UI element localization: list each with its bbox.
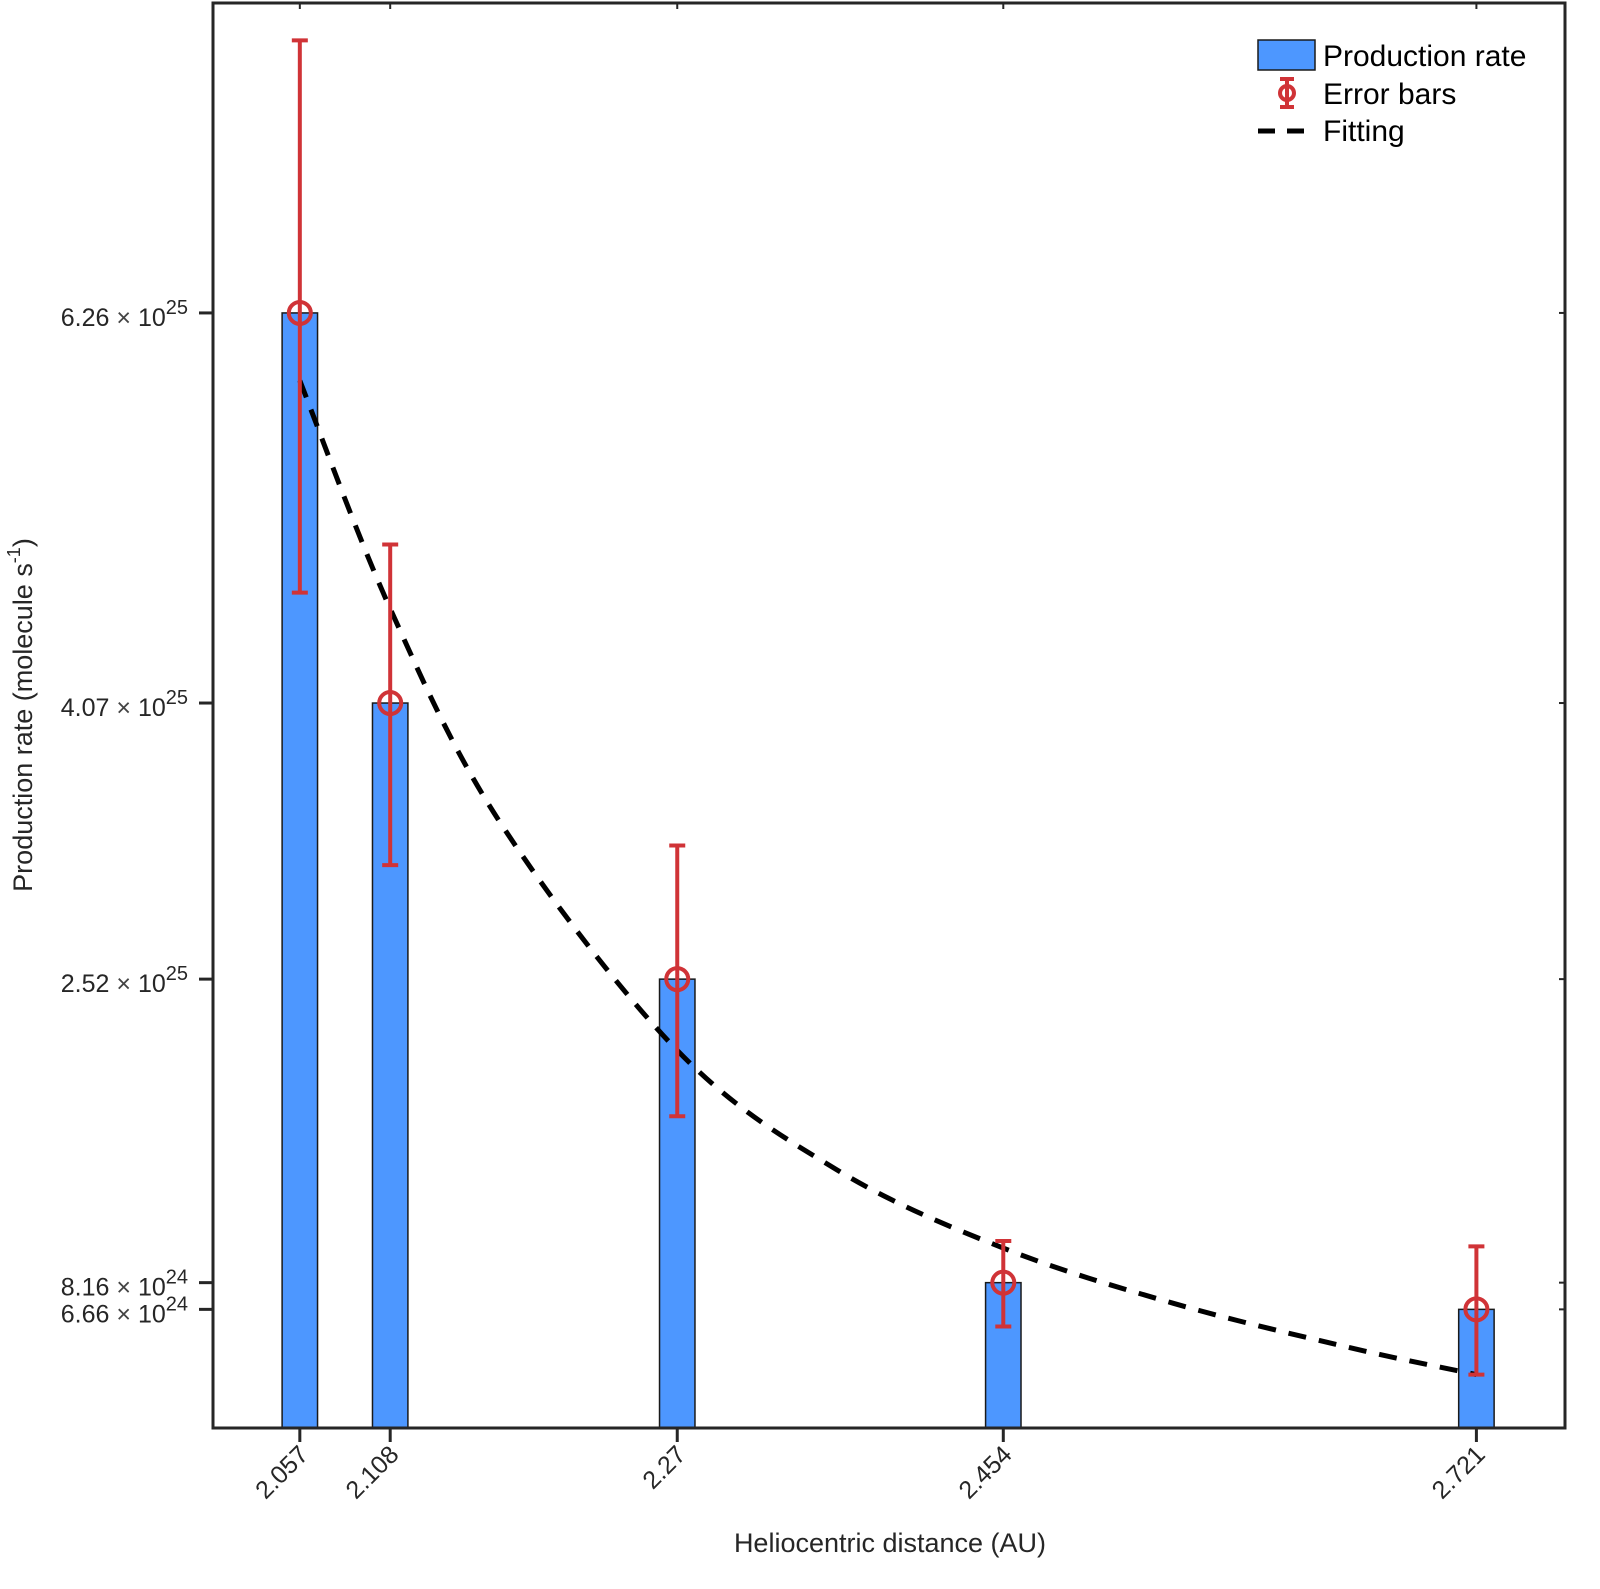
y-tick-times: ×: [116, 970, 138, 998]
error-bar-2.721: [1463, 1244, 1490, 1377]
x-tick-label: 2.108: [340, 1440, 404, 1504]
x-tick-label: 2.057: [250, 1440, 314, 1504]
legend: Production rate Error bars Fitting: [1257, 39, 1526, 148]
bar-2.454: [984, 1281, 1022, 1429]
y-tick-base: 10: [138, 1274, 166, 1302]
plot-background: [213, 3, 1565, 1428]
y-axis-title-close: ): [8, 538, 38, 547]
y-tick-label: 4.07 × 1025: [61, 687, 188, 722]
error-bar-marker: [664, 966, 691, 993]
y-tick-label: 6.26 × 1025: [61, 297, 188, 332]
error-bar-marker: [1463, 1296, 1490, 1323]
x-tick-label: 2.27: [637, 1440, 691, 1494]
y-axis-title: Production rate (molecule s-1): [4, 538, 38, 892]
y-tick-mantissa: 4.07: [61, 694, 117, 722]
y-tick-times: ×: [116, 1274, 138, 1302]
error-bars: [286, 38, 1490, 1377]
y-tick-mantissa: 8.16: [61, 1274, 117, 1302]
y-tick-label: 6.66 × 1024: [61, 1293, 188, 1328]
y-tick-times: ×: [116, 1300, 138, 1328]
y-tick-times: ×: [116, 304, 138, 332]
legend-label-fitting: Fitting: [1323, 115, 1405, 148]
y-tick-base: 10: [138, 694, 166, 722]
y-tick-times: ×: [116, 694, 138, 722]
error-bar-2.454: [990, 1238, 1017, 1329]
legend-label-error-bars: Error bars: [1323, 78, 1456, 111]
x-tick-label: 2.721: [1427, 1440, 1491, 1504]
error-bar-marker: [990, 1269, 1017, 1296]
y-tick-exponent: 24: [166, 1293, 188, 1315]
error-bar-2.108: [377, 542, 404, 868]
error-bar-2.27: [664, 843, 691, 1119]
y-tick-base: 10: [138, 970, 166, 998]
y-tick-exponent: 25: [166, 687, 188, 709]
error-bar-marker: [286, 299, 313, 326]
legend-label-production-rate: Production rate: [1323, 40, 1526, 73]
y-tick-mantissa: 6.26: [61, 304, 117, 332]
y-tick-base: 10: [138, 1300, 166, 1328]
y-tick-mantissa: 6.66: [61, 1300, 117, 1328]
y-tick-exponent: 25: [166, 963, 188, 985]
plot-area: [213, 3, 1565, 1428]
y-tick-exponent: 25: [166, 297, 188, 319]
y-axis-title-sup: -1: [4, 547, 24, 563]
axes-frame: [211, 1, 1567, 1430]
y-tick-base: 10: [138, 304, 166, 332]
legend-errorbar-icon: [1278, 77, 1296, 109]
y-tick-label: 2.52 × 1025: [61, 963, 188, 998]
legend-swatch-production-rate: [1257, 39, 1316, 71]
y-tick-mantissa: 2.52: [61, 970, 117, 998]
y-tick-label: 8.16 × 1024: [61, 1267, 188, 1302]
error-bar-marker: [377, 690, 404, 717]
axes: [211, 1, 1567, 1430]
x-tick-label: 2.454: [953, 1440, 1017, 1504]
y-axis-title-main: Production rate (molecule s: [8, 563, 38, 892]
y-tick-exponent: 24: [166, 1267, 188, 1289]
x-axis-title: Heliocentric distance (AU): [734, 1528, 1046, 1558]
error-bar-2.057: [286, 38, 313, 595]
